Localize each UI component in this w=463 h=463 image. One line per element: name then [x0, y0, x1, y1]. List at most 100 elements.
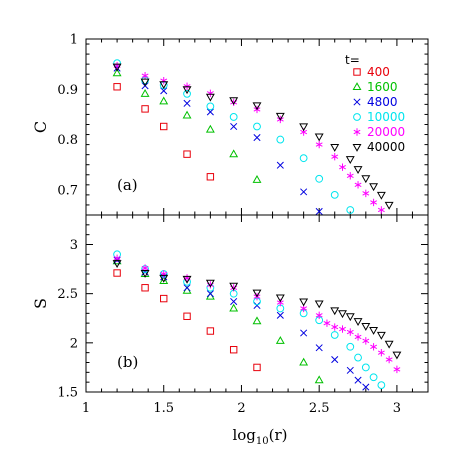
data-point-t20000: [370, 198, 378, 207]
legend-label: 20000: [367, 125, 405, 139]
data-point-t4800: [230, 122, 238, 131]
data-point-t20000: [315, 311, 323, 319]
data-point-t1600: [205, 124, 215, 133]
x-tick-label: 1: [82, 401, 90, 416]
panel-label: (b): [117, 353, 138, 371]
data-point-t40000: [182, 86, 192, 95]
data-point-t40000: [361, 323, 371, 331]
y-tick-label: 2.5: [57, 287, 78, 302]
data-point-t400: [183, 150, 191, 158]
data-point-t400: [253, 363, 261, 372]
data-point-t40000: [275, 112, 285, 121]
legend-marker-t400: [353, 68, 361, 76]
data-point-t20000: [362, 337, 370, 345]
data-point-t20000: [385, 355, 393, 364]
data-point-t10000: [369, 373, 378, 382]
data-point-t20000: [377, 348, 385, 357]
legend-marker-t4800: [353, 98, 361, 106]
y-tick-label: 1.5: [57, 386, 78, 401]
data-point-t40000: [384, 340, 394, 349]
data-point-t40000: [314, 133, 324, 142]
data-point-t4800: [331, 355, 339, 364]
data-point-t4800: [346, 366, 354, 374]
data-point-t400: [183, 312, 191, 320]
data-point-t40000: [330, 307, 340, 316]
data-point-t40000: [369, 326, 379, 335]
data-point-t4800: [160, 87, 168, 95]
data-point-t40000: [369, 183, 379, 192]
data-point-t10000: [346, 342, 355, 351]
data-point-t1600: [252, 174, 262, 183]
y-tick-label: 0.9: [57, 83, 78, 98]
data-point-t4800: [315, 207, 323, 215]
panel-label: (a): [117, 176, 138, 194]
data-point-t4800: [206, 108, 214, 116]
data-point-t20000: [370, 343, 378, 351]
data-point-t4800: [300, 188, 308, 196]
x-axis-title: log10(r): [232, 426, 287, 447]
legend-label: 400: [367, 65, 390, 79]
data-point-t4800: [362, 383, 370, 391]
data-point-t40000: [338, 310, 347, 319]
data-point-t40000: [314, 300, 324, 309]
data-point-t20000: [331, 323, 339, 331]
data-point-t20000: [315, 140, 323, 149]
data-point-t40000: [376, 191, 386, 200]
data-point-t10000: [229, 113, 238, 121]
legend-title: t=: [345, 53, 360, 67]
data-point-t20000: [354, 333, 362, 341]
data-point-t40000: [299, 123, 309, 132]
data-point-t400: [113, 269, 121, 277]
data-point-t40000: [376, 331, 386, 340]
data-point-t40000: [112, 260, 122, 268]
data-point-t10000: [276, 135, 285, 144]
data-point-t1600: [252, 316, 262, 325]
data-point-t40000: [112, 63, 122, 72]
data-point-t10000: [361, 363, 370, 372]
data-point-t10000: [330, 331, 339, 339]
data-point-t20000: [339, 325, 346, 333]
data-point-t10000: [315, 174, 324, 183]
y-axis-title: C: [31, 121, 50, 133]
y-tick-label: 1: [70, 33, 78, 48]
data-point-t400: [141, 105, 149, 113]
data-point-t40000: [345, 156, 355, 164]
data-point-t1600: [182, 110, 192, 119]
panel-c: 0.7 0.8 0.9 1 C (a) t= 400160048001000020000400…: [31, 33, 429, 216]
data-point-t4800: [253, 301, 261, 310]
y-axis-title: S: [31, 298, 50, 309]
data-point-t4800: [183, 99, 191, 107]
data-point-t40000: [384, 201, 394, 210]
data-point-t1600: [299, 357, 309, 366]
legend-label: 40000: [367, 140, 405, 154]
data-point-t40000: [330, 144, 340, 152]
data-point-t20000: [346, 172, 354, 180]
data-point-t400: [113, 83, 121, 91]
data-point-t1600: [314, 375, 324, 384]
data-point-t40000: [299, 298, 309, 307]
data-point-t10000: [346, 206, 355, 214]
x-tick-label: 2: [237, 401, 245, 416]
data-point-t1600: [229, 303, 239, 312]
data-point-t20000: [393, 365, 401, 374]
data-point-t20000: [346, 328, 354, 336]
data-point-t40000: [229, 97, 239, 106]
legend-marker-t10000: [353, 113, 361, 121]
data-point-t4800: [253, 134, 261, 142]
data-point-t1600: [275, 336, 285, 344]
data-point-t40000: [140, 78, 150, 87]
legend-label: 1600: [367, 80, 398, 94]
data-point-t4800: [206, 290, 214, 298]
legend-label: 4800: [367, 95, 398, 109]
data-point-t40000: [140, 269, 150, 278]
panel-s: 1 1.5 2 2.5 3 1.5 2 2.5 3 S (b): [31, 214, 429, 416]
data-point-t40000: [252, 289, 262, 298]
data-point-t4800: [230, 297, 238, 306]
data-point-t4800: [300, 329, 308, 337]
data-point-t4800: [183, 284, 191, 292]
data-points: [112, 59, 394, 215]
data-point-t40000: [159, 274, 169, 283]
data-point-t1600: [159, 276, 169, 284]
